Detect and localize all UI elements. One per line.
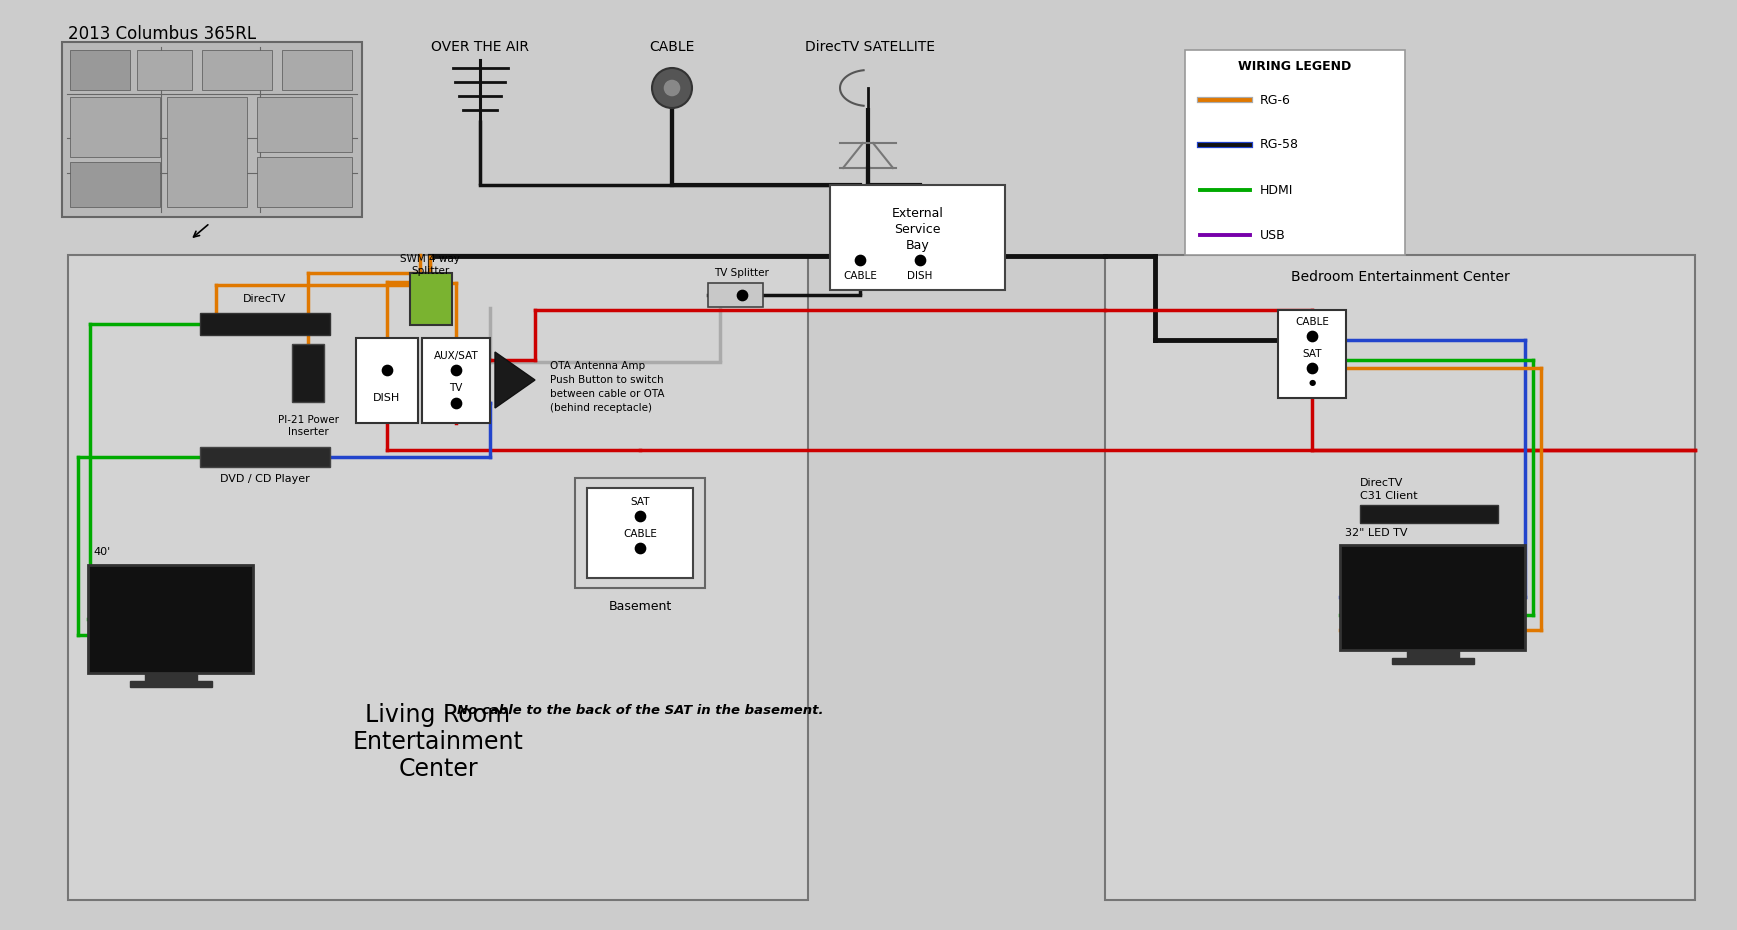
Text: DirecTV: DirecTV bbox=[1360, 478, 1403, 488]
Polygon shape bbox=[495, 352, 535, 408]
Text: Living Room: Living Room bbox=[365, 703, 511, 727]
Text: 40': 40' bbox=[94, 547, 109, 557]
Text: Entertainment: Entertainment bbox=[353, 730, 523, 754]
Text: Bedroom Entertainment Center: Bedroom Entertainment Center bbox=[1291, 270, 1509, 284]
Text: Service: Service bbox=[895, 222, 941, 235]
FancyBboxPatch shape bbox=[63, 42, 361, 217]
FancyBboxPatch shape bbox=[587, 488, 693, 578]
Text: between cable or OTA: between cable or OTA bbox=[551, 389, 665, 399]
Text: Inserter: Inserter bbox=[288, 427, 328, 437]
FancyBboxPatch shape bbox=[1407, 650, 1459, 658]
FancyBboxPatch shape bbox=[130, 681, 212, 687]
FancyBboxPatch shape bbox=[137, 50, 193, 90]
Point bbox=[443, 363, 471, 378]
Point bbox=[625, 509, 653, 524]
FancyBboxPatch shape bbox=[709, 283, 763, 307]
Point bbox=[907, 253, 935, 268]
Point bbox=[625, 540, 653, 555]
FancyBboxPatch shape bbox=[167, 97, 247, 207]
Text: Center: Center bbox=[398, 757, 478, 781]
Text: USB: USB bbox=[1259, 229, 1285, 242]
FancyBboxPatch shape bbox=[575, 478, 705, 588]
Point bbox=[1298, 328, 1325, 343]
Point bbox=[1298, 361, 1325, 376]
Point bbox=[443, 395, 471, 410]
FancyBboxPatch shape bbox=[200, 447, 330, 467]
FancyBboxPatch shape bbox=[830, 185, 1006, 290]
Text: CABLE: CABLE bbox=[650, 40, 695, 54]
Text: SAT: SAT bbox=[631, 497, 650, 507]
Polygon shape bbox=[841, 71, 863, 106]
Text: No cable to the back of the SAT in the basement.: No cable to the back of the SAT in the b… bbox=[457, 703, 823, 716]
FancyBboxPatch shape bbox=[1391, 658, 1475, 664]
FancyBboxPatch shape bbox=[1105, 255, 1695, 900]
FancyBboxPatch shape bbox=[69, 50, 130, 90]
Text: CABLE: CABLE bbox=[842, 271, 877, 281]
Text: DVD / CD Player: DVD / CD Player bbox=[221, 474, 309, 484]
Text: TV: TV bbox=[450, 383, 462, 393]
FancyBboxPatch shape bbox=[201, 50, 273, 90]
FancyBboxPatch shape bbox=[1360, 505, 1497, 523]
Text: HDMI: HDMI bbox=[1259, 183, 1294, 196]
Circle shape bbox=[664, 79, 681, 97]
FancyBboxPatch shape bbox=[1185, 50, 1405, 255]
Text: OVER THE AIR: OVER THE AIR bbox=[431, 40, 530, 54]
Text: RG-6: RG-6 bbox=[1259, 94, 1291, 107]
Text: C31 Client: C31 Client bbox=[1360, 491, 1417, 501]
FancyBboxPatch shape bbox=[356, 338, 419, 423]
Text: 2013 Columbus 365RL: 2013 Columbus 365RL bbox=[68, 25, 255, 43]
FancyBboxPatch shape bbox=[257, 157, 353, 207]
FancyBboxPatch shape bbox=[257, 97, 353, 152]
Text: WIRING LEGEND: WIRING LEGEND bbox=[1238, 60, 1351, 73]
Text: External: External bbox=[891, 206, 943, 219]
Text: Basement: Basement bbox=[608, 600, 672, 613]
Text: SWM 4 way: SWM 4 way bbox=[400, 254, 460, 264]
Text: TV Splitter: TV Splitter bbox=[714, 268, 769, 278]
Text: Splitter: Splitter bbox=[412, 266, 450, 276]
FancyBboxPatch shape bbox=[69, 97, 160, 157]
FancyBboxPatch shape bbox=[422, 338, 490, 423]
Text: PI-21 Power: PI-21 Power bbox=[278, 415, 339, 425]
Circle shape bbox=[651, 68, 691, 108]
Text: OTA Antenna Amp: OTA Antenna Amp bbox=[551, 361, 644, 371]
FancyBboxPatch shape bbox=[1339, 545, 1525, 650]
FancyBboxPatch shape bbox=[281, 50, 353, 90]
Text: SAT: SAT bbox=[1303, 349, 1322, 359]
Text: ●: ● bbox=[1308, 378, 1315, 387]
Text: DirecTV: DirecTV bbox=[243, 294, 287, 304]
FancyBboxPatch shape bbox=[410, 273, 452, 325]
FancyBboxPatch shape bbox=[292, 344, 325, 402]
FancyBboxPatch shape bbox=[200, 313, 330, 335]
Text: AUX/SAT: AUX/SAT bbox=[434, 351, 478, 361]
Text: (behind receptacle): (behind receptacle) bbox=[551, 403, 651, 413]
Text: CABLE: CABLE bbox=[624, 529, 657, 539]
Text: DISH: DISH bbox=[373, 393, 401, 403]
Text: Bay: Bay bbox=[905, 238, 929, 251]
Text: DISH: DISH bbox=[907, 271, 933, 281]
FancyBboxPatch shape bbox=[144, 673, 196, 681]
Text: Push Button to switch: Push Button to switch bbox=[551, 375, 664, 385]
FancyBboxPatch shape bbox=[89, 565, 254, 673]
FancyBboxPatch shape bbox=[68, 255, 808, 900]
Point bbox=[373, 363, 401, 378]
FancyBboxPatch shape bbox=[69, 162, 160, 207]
Text: RG-58: RG-58 bbox=[1259, 139, 1299, 152]
Point bbox=[846, 253, 874, 268]
Point bbox=[728, 287, 756, 302]
Text: CABLE: CABLE bbox=[1296, 317, 1329, 327]
Text: DirecTV SATELLITE: DirecTV SATELLITE bbox=[804, 40, 935, 54]
FancyBboxPatch shape bbox=[1278, 310, 1346, 398]
Text: 32" LED TV: 32" LED TV bbox=[1344, 528, 1407, 538]
